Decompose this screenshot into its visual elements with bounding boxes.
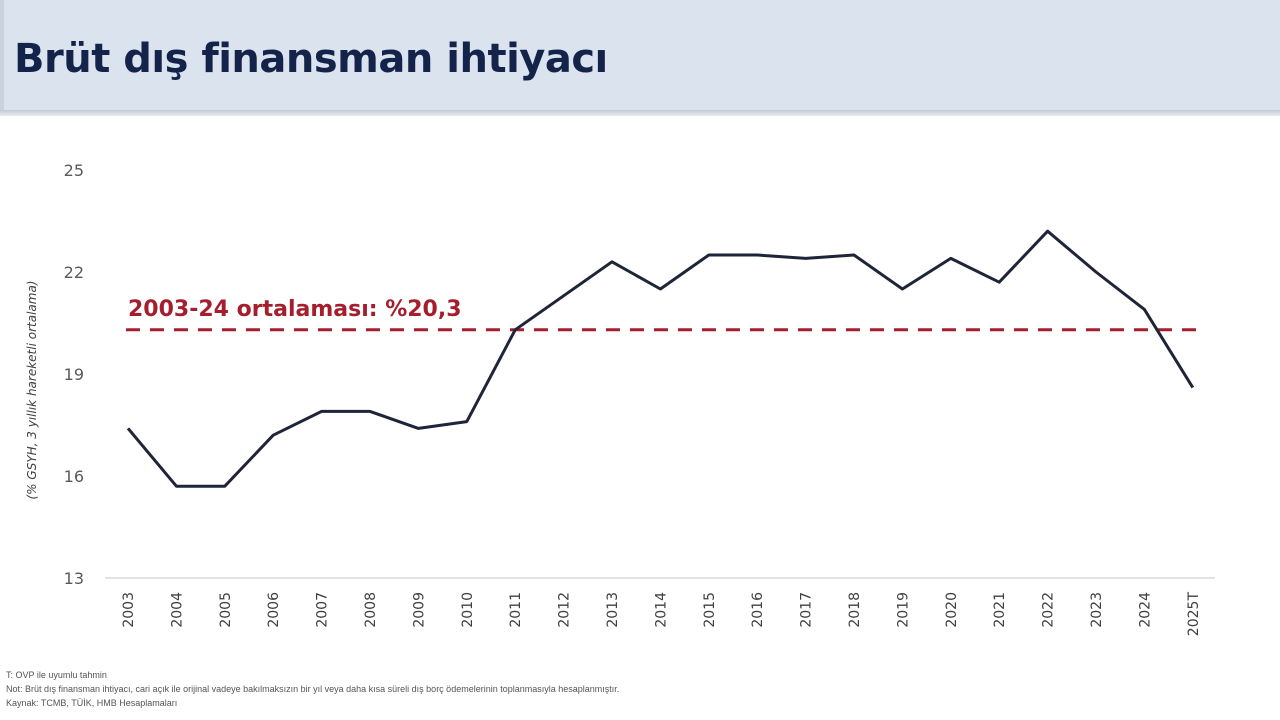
page-title: Brüt dış finansman ihtiyacı: [14, 36, 608, 82]
x-tick-label: 2015: [702, 592, 718, 628]
x-tick-label: 2018: [847, 592, 863, 628]
y-axis-label: (% GSYH, 3 yıllık hareketli ortalama): [25, 281, 39, 500]
x-tick-label: 2003: [121, 592, 137, 628]
x-tick-label: 2004: [169, 592, 185, 628]
y-tick-label: 25: [64, 161, 84, 180]
x-tick-label: 2005: [218, 592, 234, 628]
footnotes: T: OVP ile uyumlu tahmin Not: Brüt dış f…: [6, 668, 619, 710]
y-axis-ticks: 25 22 19 16 13: [64, 161, 84, 588]
average-label: 2003-24 ortalaması: %20,3: [128, 297, 462, 322]
x-tick-label: 2009: [411, 592, 427, 628]
series-line: [126, 229, 1195, 488]
title-banner: Brüt dış finansman ihtiyacı: [0, 0, 1280, 110]
y-tick-label: 22: [64, 263, 84, 282]
x-tick-label: 2014: [653, 592, 669, 628]
x-tick-label: 2008: [363, 592, 379, 628]
x-axis-ticks: 2003 2004 2005 2006 2007 2008 2009 2010 2011 2012…: [121, 592, 1202, 637]
x-tick-label: 2025T: [1186, 592, 1202, 637]
x-tick-label: 2006: [266, 592, 282, 628]
x-tick-label: 2019: [895, 592, 911, 628]
x-tick-label: 2007: [315, 592, 331, 628]
x-tick-label: 2010: [460, 592, 476, 628]
x-tick-label: 2024: [1137, 592, 1153, 628]
x-tick-label: 2011: [508, 592, 524, 628]
footnote-note: Not: Brüt dış finansman ihtiyacı, cari a…: [6, 684, 620, 694]
x-tick-label: 2021: [992, 592, 1008, 628]
x-tick-label: 2020: [944, 592, 960, 628]
y-tick-label: 19: [64, 365, 84, 384]
banner-shadow: [0, 110, 1280, 116]
x-tick-label: 2012: [557, 592, 573, 628]
y-tick-label: 16: [64, 467, 84, 486]
footnote-source: Kaynak: TCMB, TÜİK, HMB Hesaplamaları: [6, 698, 178, 708]
x-tick-label: 2013: [605, 592, 621, 628]
x-tick-label: 2022: [1041, 592, 1057, 628]
x-tick-label: 2023: [1089, 592, 1105, 628]
y-tick-label: 13: [64, 569, 84, 588]
x-tick-label: 2016: [750, 592, 766, 628]
footnote-forecast: T: OVP ile uyumlu tahmin: [6, 670, 107, 680]
x-tick-label: 2017: [799, 592, 815, 628]
